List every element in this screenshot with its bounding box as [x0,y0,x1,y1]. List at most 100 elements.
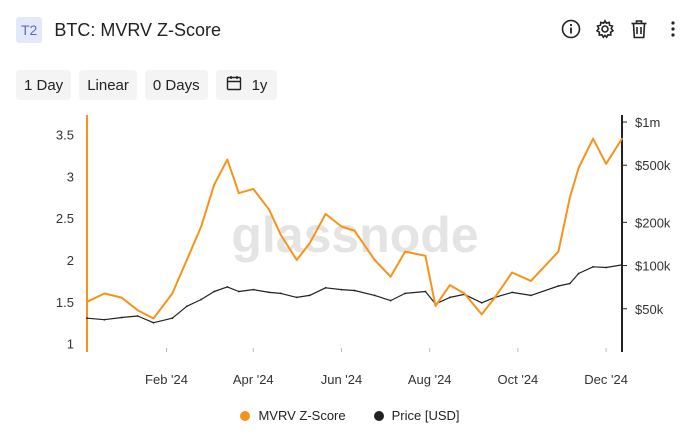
series-1-point-8 [213,290,216,293]
series-0-point-34 [605,162,607,165]
series-0-point-8 [213,183,216,186]
delete-trash-icon[interactable] [628,16,650,42]
series-1-point-10 [237,290,240,293]
scale-selector[interactable]: Linear [79,70,137,100]
legend-label-price: Price [USD] [391,408,460,423]
legend-label-zscore: MVRV Z-Score [258,408,346,423]
right-tick-label-4: $50k [635,302,664,317]
series-1-point-2 [120,316,123,319]
series-0-point-32 [577,167,580,169]
series-0-point-12 [268,208,271,211]
series-1-point-22 [424,290,427,293]
series-0-point-7 [200,225,203,228]
series-0-point-3 [136,309,139,312]
resolution-label: 1 Day [24,76,64,94]
left-tick-label-1: 1.5 [56,295,74,310]
series-1-point-29 [530,294,532,297]
series-1-point-20 [389,299,392,302]
range-selector[interactable]: 1y [215,70,278,100]
series-1-point-35 [621,264,623,266]
info-icon[interactable] [560,16,582,42]
series-0-point-22 [424,254,427,257]
series-1-point-26 [480,301,483,304]
legend-dot-zscore [240,410,251,421]
series-0-point-26 [480,313,483,316]
series-1-point-33 [592,265,594,268]
series-0-point-6 [185,259,188,261]
mvrv-chart[interactable]: glassnode 1 1.5 2 2.5 3 3.5 $1m $500k $200k $100k $… [0,110,700,400]
series-0-point-25 [463,292,466,295]
series-1-point-3 [136,315,139,317]
header-actions [560,16,684,42]
series-0-point-14 [295,259,298,261]
calendar-icon [226,75,242,95]
more-vertical-icon[interactable] [662,16,684,42]
series-1-point-31 [569,282,571,285]
left-tick-label-0: 1 [67,337,74,352]
left-tick-label-4: 3 [67,169,74,184]
x-tick-label-5: Dec '24 [584,372,628,387]
series-1-point-11 [252,288,255,291]
series-1-point-24 [449,296,451,299]
sma-selector[interactable]: 0 Days [144,70,208,100]
series-0-point-9 [226,158,229,161]
series-line-1 [86,264,623,324]
legend-item-price[interactable]: Price [USD] [373,408,460,423]
left-tick-label-2: 2 [67,253,74,268]
series-0-point-5 [171,292,174,295]
x-tick-label-3: Aug '24 [408,372,452,387]
series-0-point-16 [324,213,327,215]
x-tick-label-0: Feb '24 [145,372,188,387]
series-1-point-16 [324,286,327,289]
right-tick-label-2: $200k [635,215,671,230]
chart-tag: T2 [16,17,43,43]
x-tick-label-2: Jun '24 [321,372,363,387]
series-0-point-23 [434,305,437,307]
series-0-point-33 [592,137,594,140]
left-tick-label-5: 3.5 [56,128,74,143]
series-0-point-29 [530,280,532,282]
series-0-point-27 [493,296,496,299]
series-0-point-19 [373,259,376,261]
chart-title: BTC: MVRV Z-Score [54,19,222,40]
series-1-point-28 [511,291,513,294]
legend-item-zscore[interactable]: MVRV Z-Score [240,408,346,423]
series-1-point-4 [152,321,155,324]
series-1-point-9 [226,286,229,288]
series-1-point-0 [86,317,88,320]
chart-controls: 1 Day Linear 0 Days 1y [16,70,278,100]
series-0-point-20 [389,275,392,278]
series-0-point-24 [449,284,451,286]
resolution-selector[interactable]: 1 Day [16,70,72,100]
right-tick-label-3: $100k [635,259,671,274]
series-0-point-13 [279,234,282,236]
series-1-point-13 [279,292,282,295]
series-1-point-18 [353,289,356,292]
watermark-text: glassnode [231,207,478,263]
series-1-point-19 [373,294,376,297]
series-0-point-11 [252,188,255,190]
sma-label: 0 Days [152,76,200,94]
series-0-point-1 [103,292,106,295]
left-tick-label-3: 2.5 [56,211,74,226]
right-tick-label-0: $1m [635,115,660,130]
series-1-point-34 [605,266,607,269]
range-label: 1y [251,76,268,94]
series-1-point-12 [268,291,271,294]
series-0-point-21 [404,250,406,253]
series-0-point-0 [86,300,88,303]
series-0-point-31 [569,196,571,199]
series-1-point-6 [185,305,188,308]
chart-legend: MVRV Z-Score Price [USD] [0,408,700,423]
series-0-point-30 [557,250,560,253]
series-1-point-14 [295,296,298,299]
series-0-point-35 [621,137,623,140]
series-1-point-21 [404,292,406,295]
x-tick-label-1: Apr '24 [233,372,274,387]
legend-dot-price [373,410,384,421]
series-1-point-32 [577,272,580,275]
settings-gear-icon[interactable] [594,16,616,42]
right-tick-label-1: $500k [635,158,671,173]
scale-label: Linear [87,76,129,94]
series-0-point-28 [511,271,513,274]
